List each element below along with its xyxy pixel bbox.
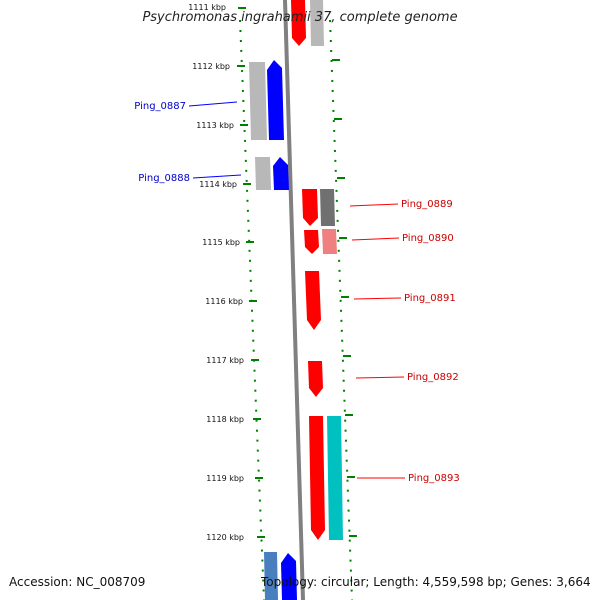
gene-arrow-ping-0892[interactable]	[308, 361, 323, 397]
gene-label-leaders	[188, 101, 405, 479]
gene-label-ping-0890[interactable]: Ping_0890	[402, 233, 454, 244]
leader-line-ping-0887	[188, 101, 238, 107]
tick-label: 1120 kbp	[206, 533, 244, 542]
tick-label: 1115 kbp	[202, 238, 240, 247]
gene-block-pink	[322, 229, 337, 254]
gene-block-gray	[249, 62, 267, 140]
tick-label: 1111 kbp	[188, 3, 226, 12]
tick-label: 1112 kbp	[192, 62, 230, 71]
tick-label: 1113 kbp	[196, 121, 234, 130]
ruler-left-dotted-line	[239, 19, 265, 600]
tick-label: 1116 kbp	[205, 297, 243, 306]
gene-label-ping-0893[interactable]: Ping_0893	[408, 473, 460, 484]
gene-block-dark-gray	[320, 189, 335, 226]
ruler-right-ticks	[332, 59, 357, 537]
ruler-ticks: 1111 kbp 1112 kbp 1113 kbp 1114 kbp 1115…	[188, 3, 265, 542]
genome-backbone	[283, 0, 305, 600]
forward-strand-genes	[249, 60, 297, 600]
leader-line-ping-0890	[351, 237, 400, 241]
gene-arrow-ping-0889[interactable]	[302, 189, 318, 226]
leader-line-ping-0892	[355, 376, 405, 379]
tick-label: 1119 kbp	[206, 474, 244, 483]
gene-label-ping-0888[interactable]: Ping_0888	[138, 173, 190, 184]
leader-line-ping-0888	[192, 174, 242, 179]
gene-arrow-partial	[281, 553, 297, 600]
genome-title: Psychromonas ingrahamii 37, complete gen…	[142, 10, 458, 25]
gene-arrow-ping-0887[interactable]	[267, 60, 284, 140]
ruler-right-dotted-line	[329, 19, 353, 600]
leader-line-ping-0891	[353, 297, 402, 300]
gene-block-gray	[255, 157, 271, 190]
gene-block-cyan	[327, 416, 343, 540]
gene-label-ping-0889[interactable]: Ping_0889	[401, 199, 453, 210]
tick-label: 1117 kbp	[206, 356, 244, 365]
topology-summary: Topology: circular; Length: 4,559,598 bp…	[261, 575, 591, 589]
gene-arrow-ping-0890[interactable]	[304, 230, 319, 254]
reverse-strand-genes	[291, 0, 343, 540]
gene-arrow-partial	[291, 0, 306, 46]
accession-label: Accession: NC_008709	[9, 575, 146, 589]
gene-label-ping-0887[interactable]: Ping_0887	[134, 101, 186, 112]
gene-label-ping-0892[interactable]: Ping_0892	[407, 372, 459, 383]
gene-arrow-ping-0888[interactable]	[273, 157, 289, 190]
gene-labels: Ping_0887 Ping_0888 Ping_0889 Ping_0890 …	[134, 101, 459, 484]
tick-label: 1114 kbp	[199, 180, 237, 189]
gene-arrow-ping-0893[interactable]	[309, 416, 325, 540]
gene-label-ping-0891[interactable]: Ping_0891	[404, 293, 456, 304]
tick-label: 1118 kbp	[206, 415, 244, 424]
gene-arrow-ping-0891[interactable]	[305, 271, 321, 330]
leader-line-ping-0889	[349, 203, 399, 207]
gene-block-steel	[264, 552, 278, 600]
gene-block-gray	[310, 0, 324, 46]
